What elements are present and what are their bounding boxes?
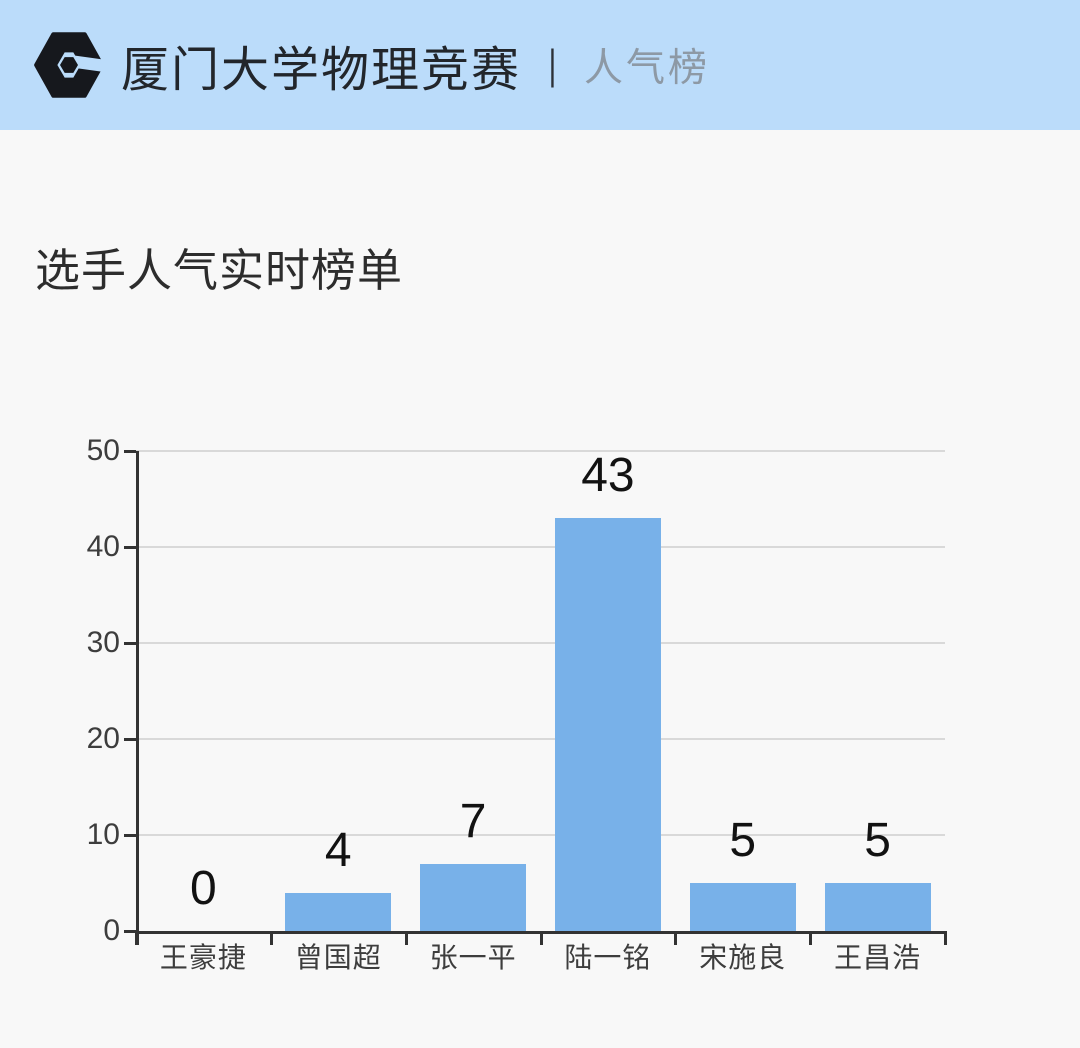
y-axis-tick [124, 546, 136, 549]
bar-value-label: 7 [459, 794, 487, 848]
bar-value-label: 0 [190, 862, 217, 915]
bar-value-label: 5 [864, 814, 891, 867]
x-axis-tick [539, 931, 543, 945]
y-axis-tick [124, 930, 136, 933]
gridline [136, 450, 945, 452]
header-separator: | [548, 41, 557, 88]
gridline [136, 834, 945, 836]
x-axis-tick [404, 931, 408, 945]
bar [554, 518, 661, 931]
x-axis-label: 陆一铭 [564, 942, 652, 973]
y-axis-tick [124, 642, 136, 645]
bar [285, 892, 392, 931]
x-axis-tick [809, 931, 813, 945]
brand-logo-icon [34, 32, 105, 98]
bar-value-label: 43 [581, 449, 635, 503]
gridline [136, 738, 945, 740]
bar [824, 883, 931, 931]
x-axis-line [136, 931, 945, 934]
x-axis-tick [944, 931, 947, 945]
x-axis-label: 宋施良 [699, 942, 787, 973]
y-axis-label: 40 [86, 530, 120, 563]
x-axis-tick [674, 931, 678, 945]
y-axis-tick [124, 450, 136, 453]
y-axis-tick [124, 738, 136, 741]
x-axis-label: 张一平 [429, 942, 517, 973]
bar-value-label: 5 [729, 814, 757, 867]
y-axis-label: 30 [86, 626, 120, 659]
y-axis-label: 20 [86, 722, 120, 755]
y-axis-label: 0 [103, 914, 120, 947]
bar [420, 863, 527, 931]
y-axis-tick [124, 834, 136, 837]
x-axis-label: 王昌浩 [834, 942, 922, 973]
x-axis-tick [269, 931, 273, 945]
x-axis-label: 曾国超 [294, 942, 382, 973]
x-axis-label: 王豪捷 [159, 942, 247, 973]
y-axis-line [136, 451, 139, 945]
y-axis-label: 50 [86, 434, 120, 467]
app-header: 厦门大学物理竞赛 | 人气榜 [0, 0, 1080, 130]
bar [689, 883, 796, 931]
header-section-label: 人气榜 [583, 47, 710, 90]
gridline [136, 642, 945, 644]
gridline [136, 546, 945, 548]
brand-title: 厦门大学物理竞赛 [121, 44, 522, 97]
bar-value-label: 4 [324, 823, 352, 877]
y-axis-label: 10 [86, 818, 120, 851]
page-title: 选手人气实时榜单 [35, 245, 404, 296]
